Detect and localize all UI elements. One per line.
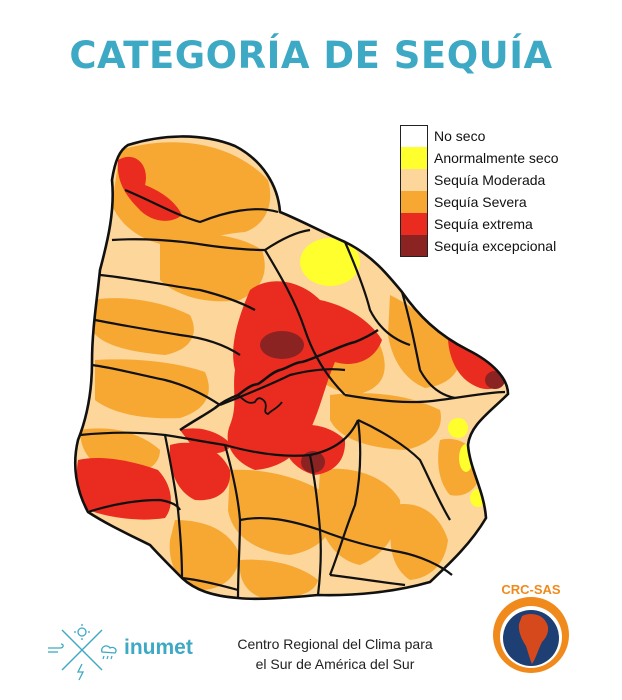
legend: No seco Anormalmente seco Sequía Moderad…: [400, 125, 559, 257]
legend-label: Sequía excepcional: [434, 238, 557, 254]
exceptional-regions: [260, 331, 505, 473]
south-america-icon: [518, 614, 549, 664]
abnormal-dry-regions: [300, 238, 486, 507]
sun-icon: [74, 624, 90, 640]
legend-label: Sequía Severa: [434, 194, 527, 210]
wind-icon: [48, 643, 64, 653]
credit-line-2: el Sur de América del Sur: [255, 656, 415, 672]
legend-label: No seco: [434, 128, 486, 144]
legend-item-sequia-severa: Sequía Severa: [400, 191, 559, 213]
legend-swatch: [400, 213, 428, 235]
logo-text: CRC-SAS: [501, 582, 561, 597]
legend-swatch: [400, 147, 428, 169]
crc-sas-logo: CRC-SAS: [493, 582, 569, 673]
credit-line-1: Centro Regional del Clima para: [237, 636, 433, 652]
legend-swatch: [400, 191, 428, 213]
legend-swatch: [400, 235, 428, 257]
reservoir-line: [237, 394, 283, 416]
legend-label: Sequía Moderada: [434, 172, 546, 188]
legend-item-no-seco: No seco: [400, 125, 559, 147]
lightning-icon: [76, 663, 85, 681]
credit-text: Centro Regional del Clima para el Sur de…: [205, 634, 465, 674]
legend-label: Sequía extrema: [434, 216, 533, 232]
legend-item-sequia-excepcional: Sequía excepcional: [400, 235, 559, 257]
legend-item-sequia-extrema: Sequía extrema: [400, 213, 559, 235]
logo-cross-line: [61, 629, 103, 671]
inumet-name: inumet: [124, 636, 193, 659]
legend-item-sequia-moderada: Sequía Moderada: [400, 169, 559, 191]
legend-label: Anormalmente seco: [434, 150, 559, 166]
legend-item-anormalmente-seco: Anormalmente seco: [400, 147, 559, 169]
legend-swatch: [400, 169, 428, 191]
river-line: [179, 328, 379, 432]
rain-icon: [102, 655, 113, 660]
cloud-icon: [101, 645, 117, 654]
map-title: CATEGORÍA DE SEQUÍA: [69, 34, 553, 77]
inumet-logo: [48, 624, 117, 681]
legend-swatch: [400, 125, 428, 147]
department-borders: [79, 188, 506, 599]
country-outline: [73, 135, 510, 601]
extreme-regions: [76, 156, 502, 520]
